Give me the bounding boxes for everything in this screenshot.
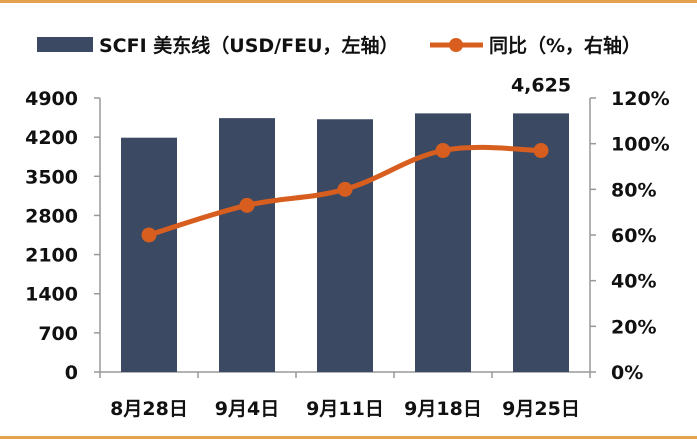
y-left-tick-label: 2800 [25,205,78,227]
yoy-point [239,197,255,213]
bar [317,119,373,372]
x-tick-label: 9月25日 [502,398,580,420]
yoy-point [337,181,353,197]
y-left-tick-label: 4900 [25,88,78,110]
bar-data-label: 4,625 [511,74,571,96]
y-right-tick-label: 60% [611,225,656,247]
bar [121,137,177,372]
yoy-point [533,143,549,159]
bar [219,118,275,372]
y-left-tick-label: 700 [38,323,78,345]
y-right-tick-label: 20% [611,316,656,338]
y-left-tick-label: 0 [65,362,78,384]
data-labels: 4,625 [511,74,571,96]
y-left-tick-label: 2100 [25,245,78,267]
legend-line-marker [449,38,463,52]
y-right-tick-label: 120% [611,88,670,110]
x-tick-label: 9月18日 [404,398,482,420]
x-tick-label: 9月4日 [215,398,279,420]
legend-line-label: 同比（%，右轴） [489,34,641,57]
y-right-tick-label: 0% [611,362,643,384]
yoy-point [141,227,157,243]
legend-bar-label: SCFI 美东线（USD/FEU，左轴） [99,34,399,57]
y-left-tick-label: 1400 [25,284,78,306]
y-right-tick-label: 80% [611,179,656,201]
legend: SCFI 美东线（USD/FEU，左轴） 同比（%，右轴） [37,34,641,57]
yoy-point [435,143,451,159]
y-left-tick-label: 4200 [25,127,78,149]
bar-series [121,113,569,372]
y-right-tick-label: 40% [611,271,656,293]
legend-bar-swatch [37,37,93,52]
y-right-tick-label: 100% [611,134,670,156]
x-tick-label: 8月28日 [110,398,188,420]
x-tick-label: 9月11日 [306,398,384,420]
line-series [141,143,549,243]
y-left-tick-label: 3500 [25,166,78,188]
axes: 0 700 1400 2100 2800 3500 4200 4900 0% 20% 40% 60% 8… [25,88,670,420]
